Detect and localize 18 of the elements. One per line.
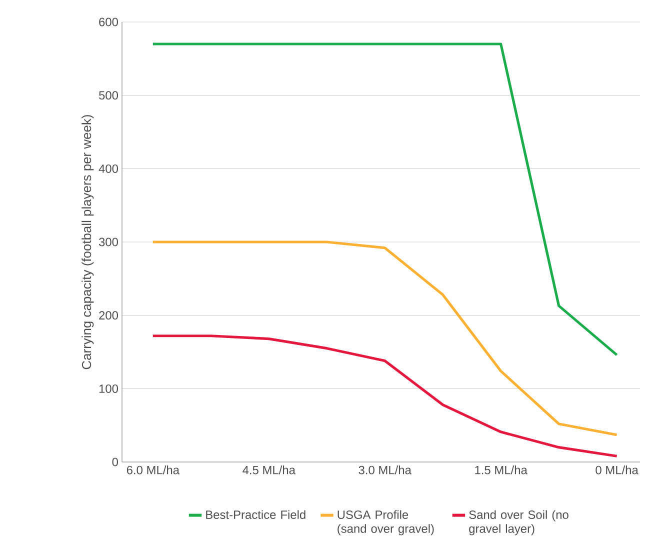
y-tick-label: 300: [98, 238, 118, 246]
legend-label: Sand over Soil (no gravel layer): [469, 510, 568, 536]
legend-label: Best-Practice Field: [206, 510, 306, 519]
x-tick-label: 3.0 ML/ha: [358, 466, 412, 474]
line-series: [152, 334, 618, 458]
y-tick-label: 500: [99, 91, 118, 100]
y-tick-label: 400: [98, 164, 118, 173]
y-tick-label: 100: [99, 384, 118, 393]
y-tick-label: 0: [112, 458, 118, 466]
x-tick-label: 6.0 ML/ha: [126, 466, 180, 474]
x-tick-label: 1.5 ML/ha: [475, 466, 528, 474]
x-tick-label: 4.5 ML/ha: [242, 466, 296, 474]
y-tick-label: 600: [99, 18, 118, 26]
x-tick-label: 0 ML/ha: [596, 466, 638, 474]
line-series: [152, 240, 618, 436]
y-axis-title: Carrying capacity (football players per week): [82, 115, 94, 370]
legend-label: USGA Profile (sand over gravel): [338, 510, 434, 536]
y-tick-label: 200: [99, 311, 118, 320]
